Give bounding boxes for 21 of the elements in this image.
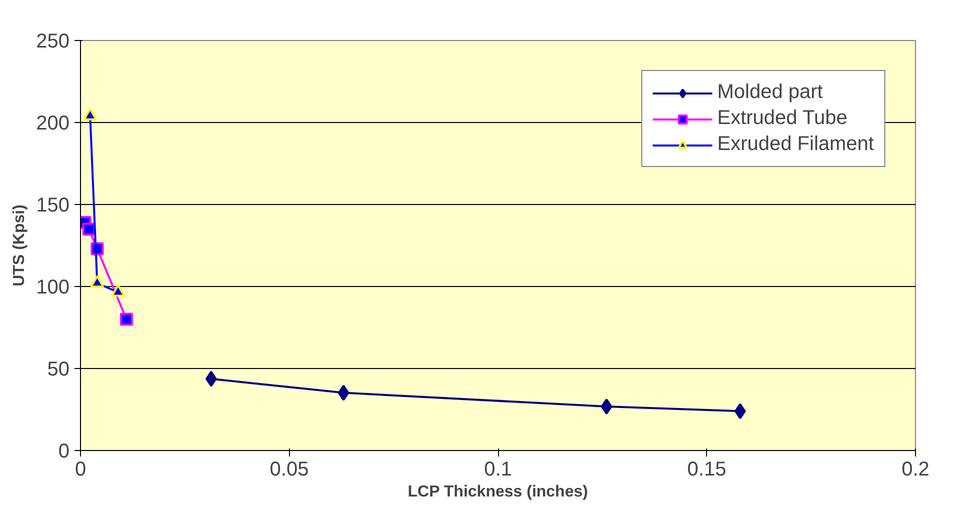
y-tick-label: 150 (36, 194, 70, 216)
y-tick-label: 250 (36, 30, 70, 52)
legend-label: Exruded Filament (717, 133, 874, 156)
x-tick-label: 0.15 (687, 458, 726, 480)
x-tick-label: 0.1 (484, 458, 512, 480)
point (600, 398, 612, 415)
point (120, 312, 133, 326)
x-tick-label: 0.05 (270, 458, 309, 480)
y-tick-label: 0 (58, 440, 70, 462)
point (734, 403, 746, 420)
point (83, 108, 98, 120)
y-tick-label: 100 (36, 276, 70, 298)
y-tick-label: 200 (36, 112, 70, 134)
legend-label: Molded part (717, 81, 823, 104)
y-tick-label: 50 (47, 358, 70, 380)
y-axis-title: UTS (Kpsi) (11, 204, 28, 286)
x-tick-label: 0 (74, 458, 86, 480)
x-tick-label: 0.2 (902, 458, 930, 480)
x-axis-title: LCP Thickness (inches) (408, 484, 588, 500)
point (338, 384, 350, 401)
legend-label: Extruded Tube (717, 107, 848, 130)
